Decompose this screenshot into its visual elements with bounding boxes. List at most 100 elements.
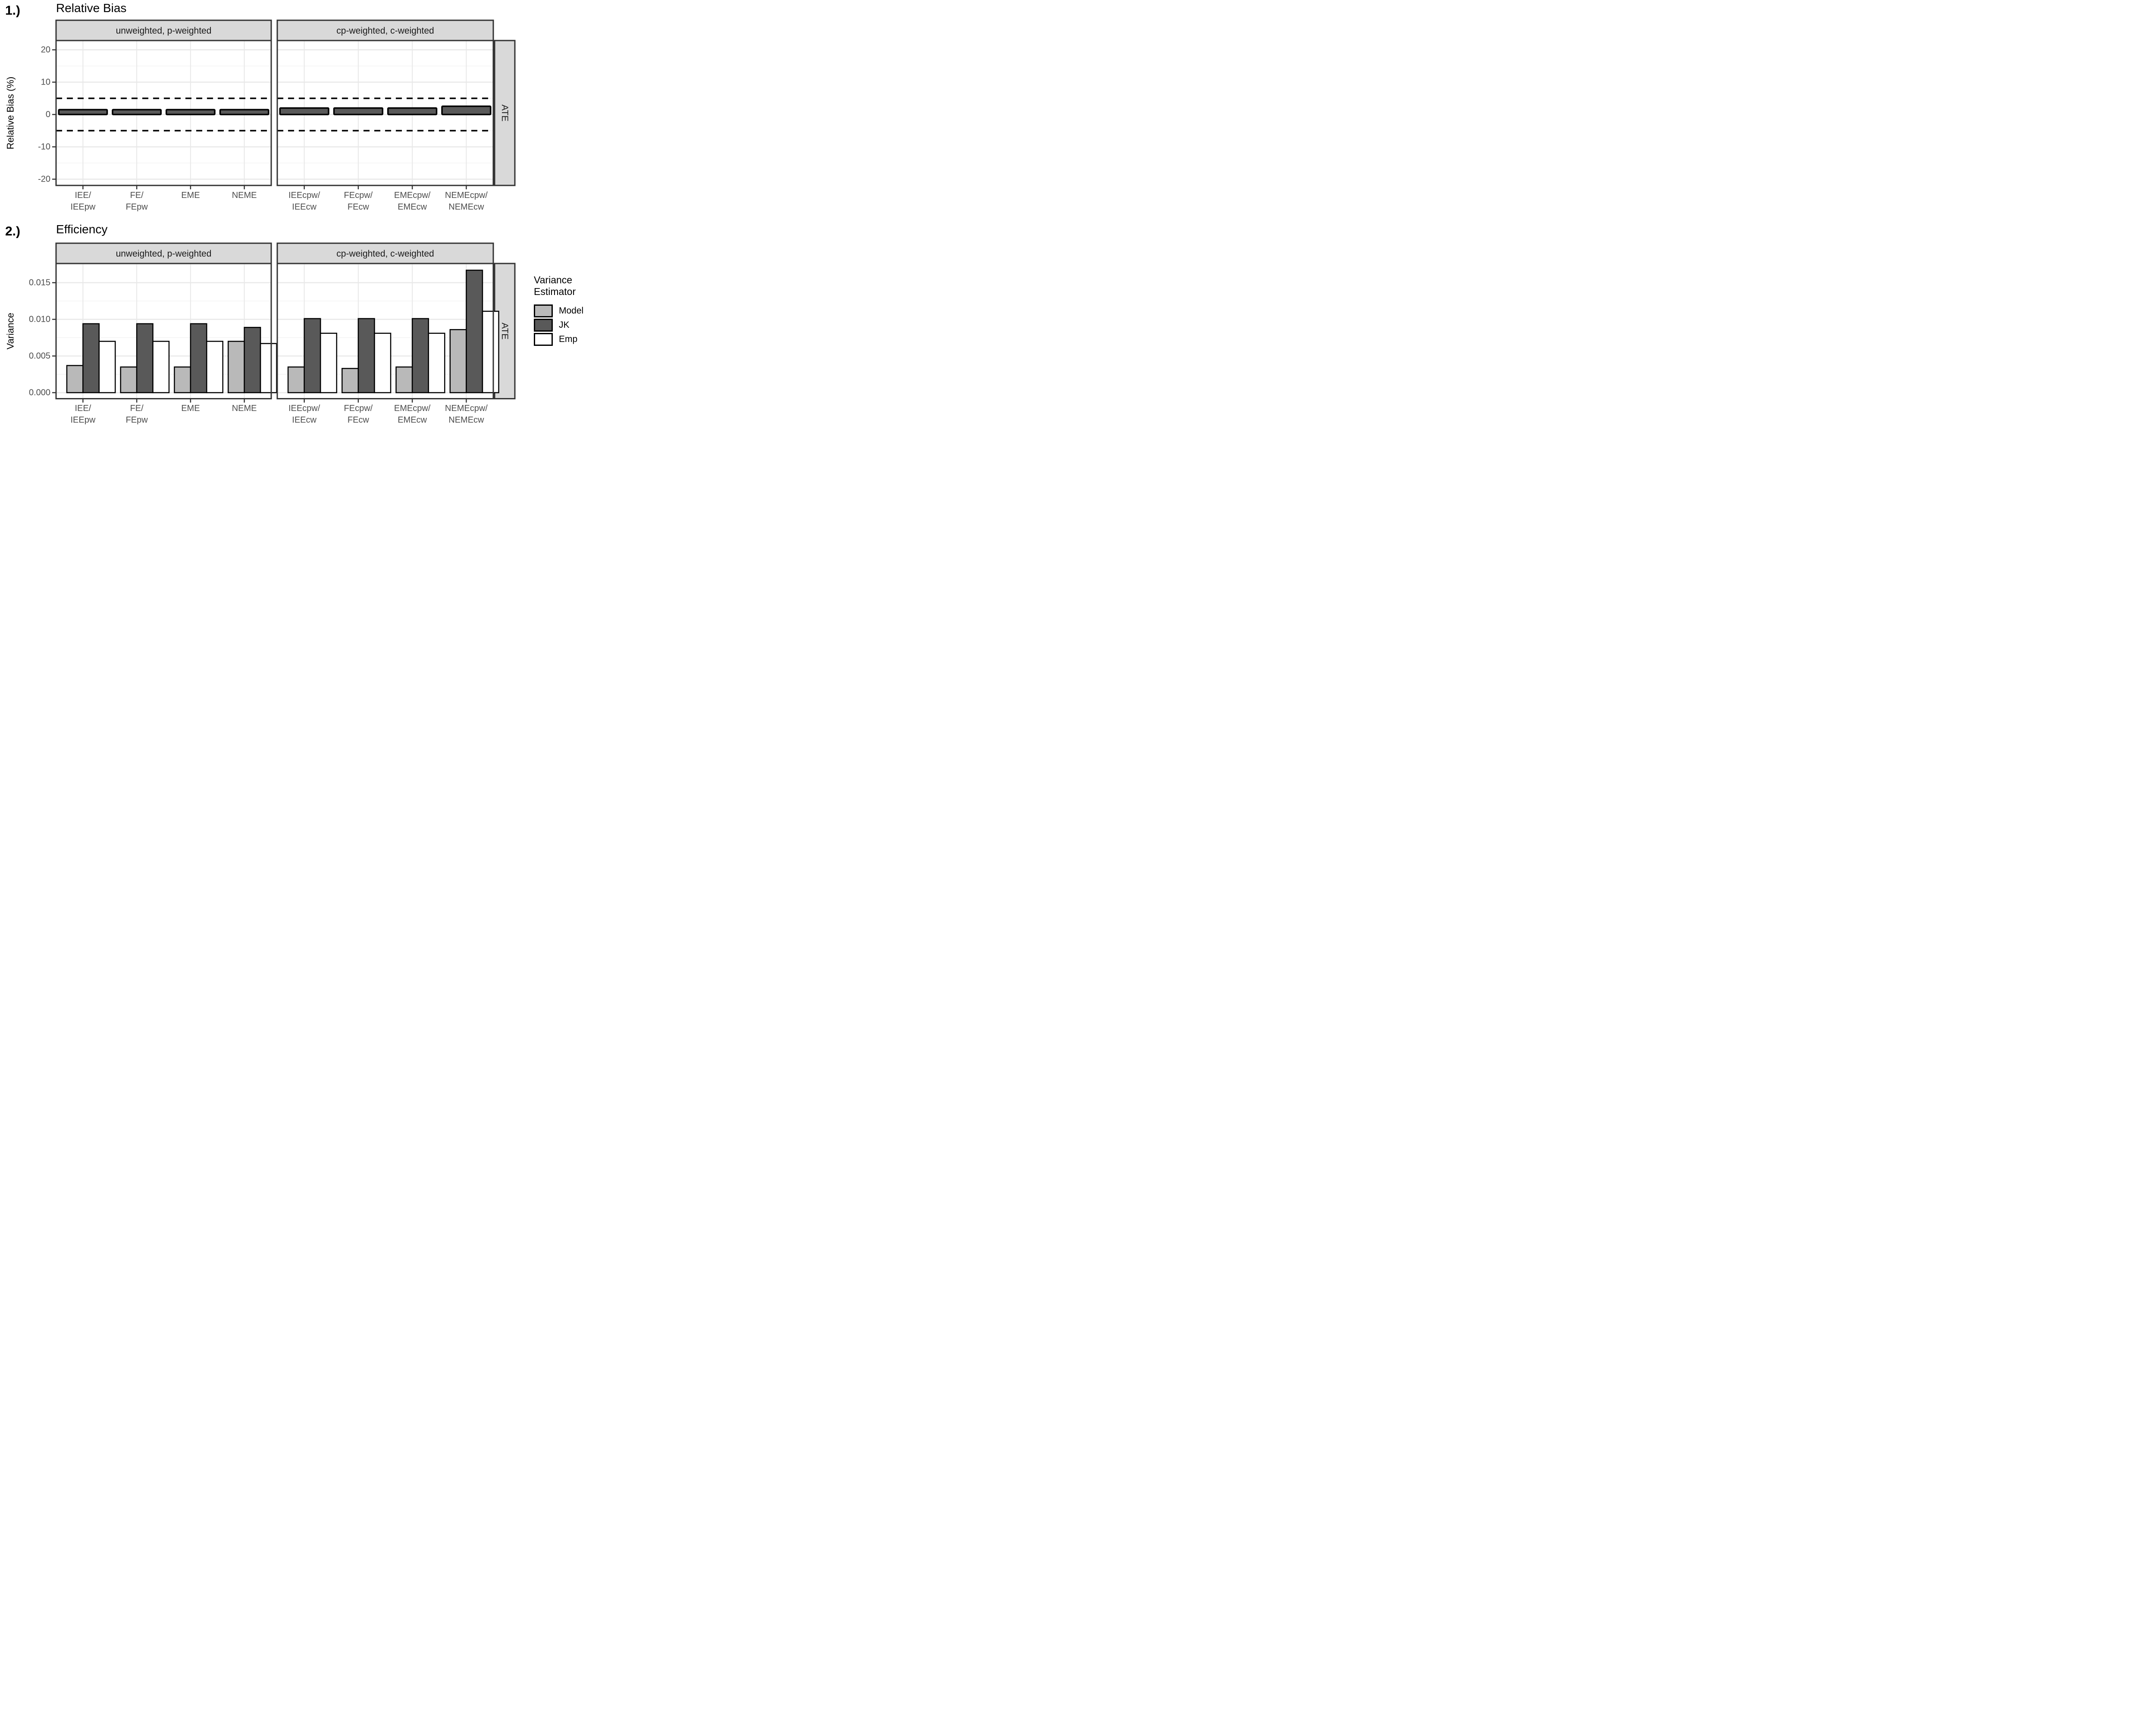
right-facet-strip (494, 40, 516, 186)
bar (58, 109, 108, 116)
bar-emp (320, 332, 338, 393)
bar-jk (357, 318, 375, 393)
x-tick-label: IEEcw (292, 415, 317, 425)
bar (333, 107, 383, 116)
legend-title-line-1: Variance (534, 274, 573, 285)
bar-emp (206, 341, 223, 393)
section-1-number: 1.) (5, 3, 21, 18)
y-tick-label: 10 (41, 78, 50, 87)
x-tick-label: FEpw (126, 202, 148, 212)
bar-jk (304, 318, 321, 393)
bar-jk (190, 323, 207, 393)
x-tick-label: NEME (232, 191, 257, 200)
legend-item-label: Model (559, 305, 584, 316)
bar (165, 109, 216, 116)
right-facet-strip-label: ATE (500, 104, 510, 121)
x-tick-label: EMEcpw/ (394, 404, 431, 413)
bar (279, 107, 329, 116)
x-tick-label: EMEcw (398, 202, 427, 212)
legend-swatch-emp (534, 332, 553, 346)
x-tick-label: FEcpw/ (344, 404, 373, 413)
facet-strip-label: unweighted, p-weighted (116, 26, 212, 36)
right-facet-strip-label: ATE (500, 323, 510, 339)
bar-emp (482, 310, 499, 393)
panel-border (55, 40, 272, 186)
chart-efficiency: unweighted, p-weighted cp-weighted, c-wei… (5, 242, 516, 425)
legend-title: Variance Estimator (534, 274, 603, 298)
y-tick-label: 0.015 (29, 278, 50, 288)
facet-strip (55, 19, 272, 41)
y-axis-title: Variance (5, 313, 16, 349)
x-tick-label: FE/ (130, 191, 144, 200)
bar-jk (244, 326, 261, 393)
legend-swatch-model (534, 304, 553, 317)
section-2-title: Efficiency (56, 223, 108, 236)
bar-emp (260, 343, 277, 393)
bar-emp (428, 332, 445, 393)
x-tick-label: NEME (232, 404, 257, 413)
x-tick-label: NEMEcw (448, 415, 484, 425)
x-tick-label: NEMEcpw/ (445, 404, 488, 413)
y-axis-title: Relative Bias (%) (5, 77, 16, 150)
bar-emp (374, 332, 392, 393)
bar-model (66, 365, 84, 393)
bar-model (449, 329, 467, 393)
bar (441, 105, 492, 116)
facet-strip-label: cp-weighted, c-weighted (336, 249, 434, 259)
bar-model (227, 341, 245, 393)
x-tick-label: FE/ (130, 404, 144, 413)
bar-jk (466, 270, 483, 393)
x-tick-label: IEE/ (75, 191, 91, 200)
x-tick-label: FEcw (348, 202, 370, 212)
x-tick-label: NEMEcpw/ (445, 191, 488, 200)
legend-item-label: Emp (559, 334, 578, 344)
legend-item-emp: Emp (534, 332, 603, 346)
legend-item-model: Model (534, 304, 603, 318)
legend-items: Model JK Emp (534, 304, 603, 346)
facet-strip (55, 242, 272, 264)
panel-border (55, 263, 272, 399)
section-2-number: 2.) (5, 224, 21, 238)
bar-emp (98, 341, 116, 393)
bar-jk (411, 318, 429, 393)
bar (387, 107, 438, 116)
x-tick-label: IEEpw (70, 415, 95, 425)
panel-border (276, 40, 494, 186)
x-tick-label: IEE/ (75, 404, 91, 413)
y-tick-label: 20 (41, 45, 50, 55)
x-tick-label: EMEcpw/ (394, 191, 431, 200)
y-tick-label: -10 (38, 142, 50, 152)
bar (219, 109, 270, 116)
y-tick-label: 0.010 (29, 315, 50, 324)
bar-model (287, 366, 305, 393)
x-tick-label: EME (181, 191, 200, 200)
x-tick-label: FEcpw/ (344, 191, 373, 200)
section-1-title: Relative Bias (56, 1, 127, 15)
x-tick-label: FEcw (348, 415, 370, 425)
legend-item-jk: JK (534, 318, 603, 332)
legend-variance-estimator: Variance Estimator Model JK Emp (534, 274, 603, 346)
x-tick-label: IEEcw (292, 202, 317, 212)
legend-swatch-jk (534, 318, 553, 332)
chart-relative-bias: unweighted, p-weighted cp-weighted, c-wei… (5, 19, 516, 212)
facet-strip (276, 242, 494, 264)
x-tick-label: NEMEcw (448, 202, 484, 212)
facet-strip-label: cp-weighted, c-weighted (336, 26, 434, 36)
x-tick-label: FEpw (126, 415, 148, 425)
y-tick-label: 0.005 (29, 351, 50, 361)
x-tick-label: EMEcw (398, 415, 427, 425)
bar-jk (136, 323, 154, 393)
facet-strip-label: unweighted, p-weighted (116, 249, 212, 259)
bar-jk (82, 323, 100, 393)
x-tick-label: EME (181, 404, 200, 413)
bar-model (120, 366, 138, 393)
x-tick-label: IEEpw (70, 202, 95, 212)
y-tick-label: 0.000 (29, 388, 50, 398)
bar-model (342, 368, 359, 393)
x-tick-label: IEEcpw/ (288, 191, 320, 200)
x-tick-label: IEEcpw/ (288, 404, 320, 413)
figure-canvas: 1.) Relative Bias unweighted, p-weighted… (0, 0, 604, 431)
y-tick-label: 0 (46, 110, 50, 119)
bar-model (395, 366, 413, 393)
bar-model (174, 366, 191, 393)
